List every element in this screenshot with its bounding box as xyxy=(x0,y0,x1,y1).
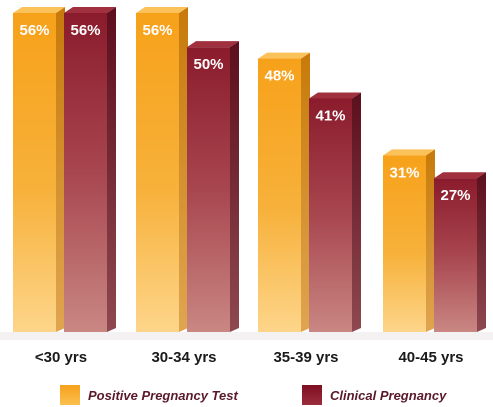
bar-top xyxy=(309,92,361,99)
bar-positive-pregnancy-test-0 xyxy=(13,7,65,332)
bar-front xyxy=(187,47,230,333)
bar-front xyxy=(258,58,301,332)
bar-top xyxy=(434,172,486,179)
legend-swatch-clinical-pregnancy xyxy=(302,385,322,405)
data-label-clinical-pregnancy-0: 56% xyxy=(70,22,100,39)
bar-clinical-pregnancy-0 xyxy=(64,7,116,332)
bar-front xyxy=(383,155,426,332)
bar-top xyxy=(258,52,310,59)
bar-top xyxy=(383,149,435,156)
category-label-1: 30-34 yrs xyxy=(151,349,216,366)
bar-front xyxy=(136,13,179,332)
bar-front xyxy=(434,178,477,332)
legend-label-positive-pregnancy-test: Positive Pregnancy Test xyxy=(88,387,238,403)
bar-positive-pregnancy-test-3 xyxy=(383,149,435,332)
data-label-clinical-pregnancy-1: 50% xyxy=(193,56,223,73)
legend-item-clinical-pregnancy: Clinical Pregnancy xyxy=(302,385,446,405)
legend-swatch-positive-pregnancy-test xyxy=(60,385,80,405)
bar-positive-pregnancy-test-2 xyxy=(258,52,310,332)
bar-side xyxy=(107,7,116,332)
data-label-positive-pregnancy-test-1: 56% xyxy=(142,22,172,39)
legend-label-clinical-pregnancy: Clinical Pregnancy xyxy=(330,387,447,403)
bar-side xyxy=(352,92,361,332)
category-label-0: <30 yrs xyxy=(35,349,87,366)
legend: Positive Pregnancy Test Clinical Pregnan… xyxy=(0,385,493,407)
legend-item-positive-pregnancy-test: Positive Pregnancy Test xyxy=(60,385,238,405)
data-label-positive-pregnancy-test-2: 48% xyxy=(264,68,294,85)
category-label-3: 40-45 yrs xyxy=(398,349,463,366)
bar-top xyxy=(64,7,116,13)
bar-side xyxy=(301,52,310,332)
data-label-clinical-pregnancy-3: 27% xyxy=(440,187,470,204)
bar-side xyxy=(230,41,239,333)
bar-front xyxy=(64,13,107,332)
bar-top xyxy=(136,7,188,13)
bar-side xyxy=(477,172,486,332)
bar-side xyxy=(179,7,188,332)
data-label-clinical-pregnancy-2: 41% xyxy=(315,107,345,124)
chart-floor xyxy=(0,332,493,340)
category-label-2: 35-39 yrs xyxy=(273,349,338,366)
bar-front xyxy=(309,98,352,332)
bar-chart: 56% 56% <30 yrs 56% 50% 30-34 yrs 48% 41% 35-39 … xyxy=(0,7,493,366)
data-label-positive-pregnancy-test-3: 31% xyxy=(389,164,419,181)
bar-front xyxy=(13,13,56,332)
bar-top xyxy=(13,7,65,13)
data-label-positive-pregnancy-test-0: 56% xyxy=(19,22,49,39)
bar-clinical-pregnancy-3 xyxy=(434,172,486,332)
bar-clinical-pregnancy-2 xyxy=(309,92,361,332)
bar-top xyxy=(187,41,239,48)
bar-positive-pregnancy-test-1 xyxy=(136,7,188,332)
bar-side xyxy=(56,7,65,332)
bar-clinical-pregnancy-1 xyxy=(187,41,239,333)
bar-side xyxy=(426,149,435,332)
